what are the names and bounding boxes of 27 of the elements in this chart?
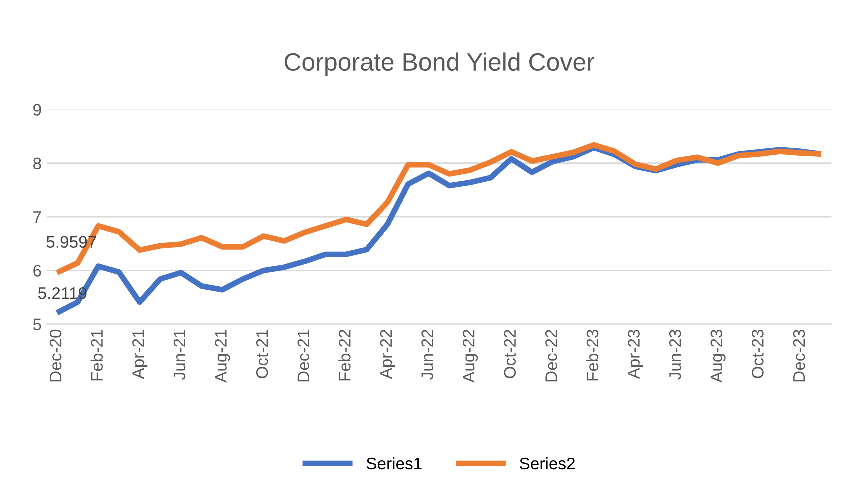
legend-label: Series1	[366, 457, 422, 470]
x-tick-label: Oct-23	[752, 330, 764, 378]
x-tick-label: Aug-22	[462, 330, 478, 383]
x-tick-label: Jun-21	[174, 330, 186, 380]
x-tick-label: Apr-23	[628, 330, 644, 380]
x-tick-label: Dec-22	[546, 330, 558, 382]
legend-label: Series2	[520, 457, 575, 470]
x-tick-label: Feb-22	[338, 330, 351, 381]
x-tick-label: Feb-23	[586, 330, 599, 381]
y-tick-label: 9	[34, 104, 42, 116]
x-tick-label: Oct-22	[504, 330, 516, 378]
x-tick-label: Apr-21	[132, 330, 148, 380]
x-tick-label: Oct-21	[256, 330, 268, 378]
x-tick-label: Apr-22	[380, 330, 396, 380]
x-tick-label: Jun-22	[422, 330, 434, 380]
x-tick-label: Jun-23	[669, 330, 682, 380]
y-tick-label: 7	[34, 212, 42, 224]
x-tick-label: Dec-21	[298, 330, 310, 382]
x-tick-label: Dec-20	[50, 330, 62, 382]
chart-title: Corporate Bond Yield Cover	[284, 52, 595, 76]
x-tick-label: Dec-23	[793, 330, 806, 382]
x-tick-label: Feb-21	[90, 330, 104, 381]
y-tick-label: 5	[33, 318, 42, 331]
y-tick-label: 8	[34, 158, 42, 170]
x-tick-label: Aug-23	[710, 330, 726, 383]
x-tick-label: Aug-21	[215, 330, 230, 383]
y-tick-label: 6	[34, 265, 42, 277]
